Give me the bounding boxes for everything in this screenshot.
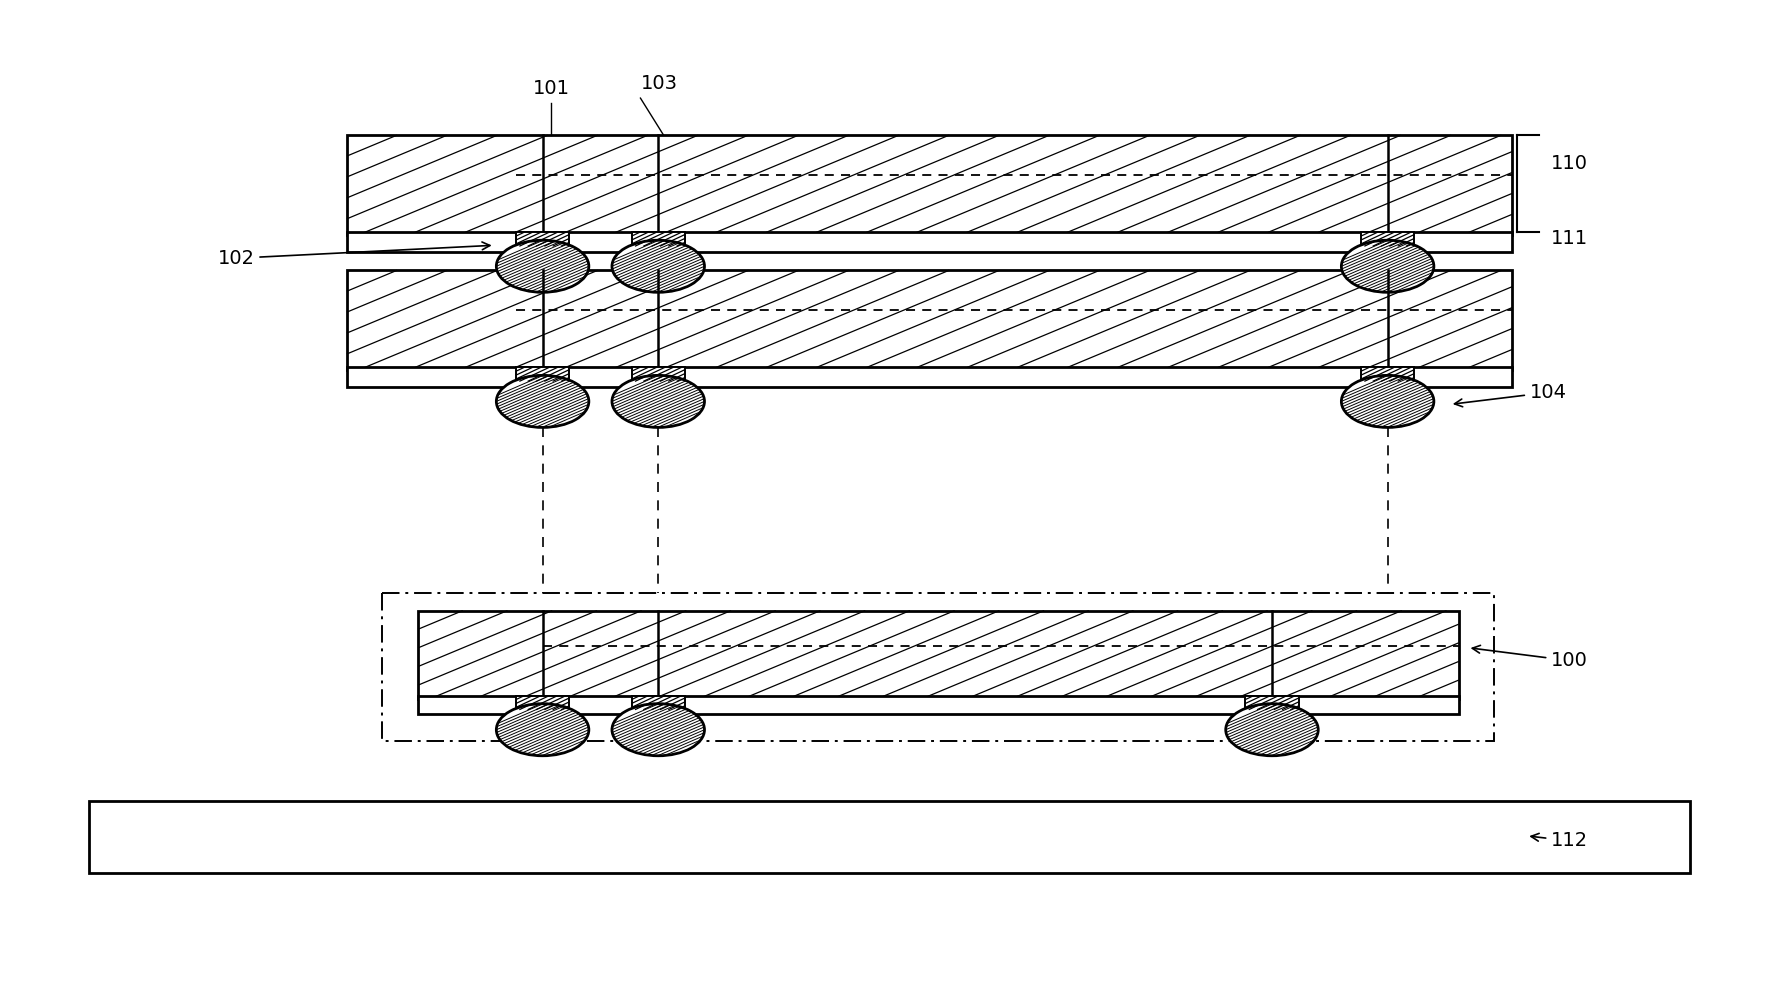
Bar <box>418 611 1459 699</box>
Circle shape <box>496 704 589 756</box>
Text: 111: 111 <box>1551 229 1589 247</box>
Bar <box>382 593 1494 741</box>
Text: 102: 102 <box>217 242 489 267</box>
Bar <box>347 232 1512 252</box>
Circle shape <box>612 240 704 292</box>
Text: 103: 103 <box>640 74 678 93</box>
Bar <box>1245 696 1299 710</box>
Bar <box>1361 367 1414 381</box>
Text: 104: 104 <box>1455 383 1567 406</box>
Bar <box>632 696 685 710</box>
Bar <box>516 367 569 381</box>
Circle shape <box>1341 240 1434 292</box>
Circle shape <box>1341 375 1434 427</box>
Bar <box>347 367 1512 387</box>
Bar <box>632 232 685 246</box>
Text: 112: 112 <box>1532 832 1589 850</box>
Text: 101: 101 <box>534 79 569 98</box>
Bar <box>516 696 569 710</box>
Circle shape <box>496 375 589 427</box>
Circle shape <box>496 240 589 292</box>
Bar <box>418 696 1459 714</box>
Bar <box>347 135 1512 235</box>
Bar <box>516 232 569 246</box>
Text: 110: 110 <box>1551 154 1589 172</box>
Bar <box>632 367 685 381</box>
Circle shape <box>1226 704 1318 756</box>
Bar <box>347 270 1512 370</box>
Bar <box>1361 232 1414 246</box>
Text: 100: 100 <box>1473 646 1589 670</box>
Circle shape <box>612 375 704 427</box>
Bar <box>89 801 1690 873</box>
Circle shape <box>612 704 704 756</box>
